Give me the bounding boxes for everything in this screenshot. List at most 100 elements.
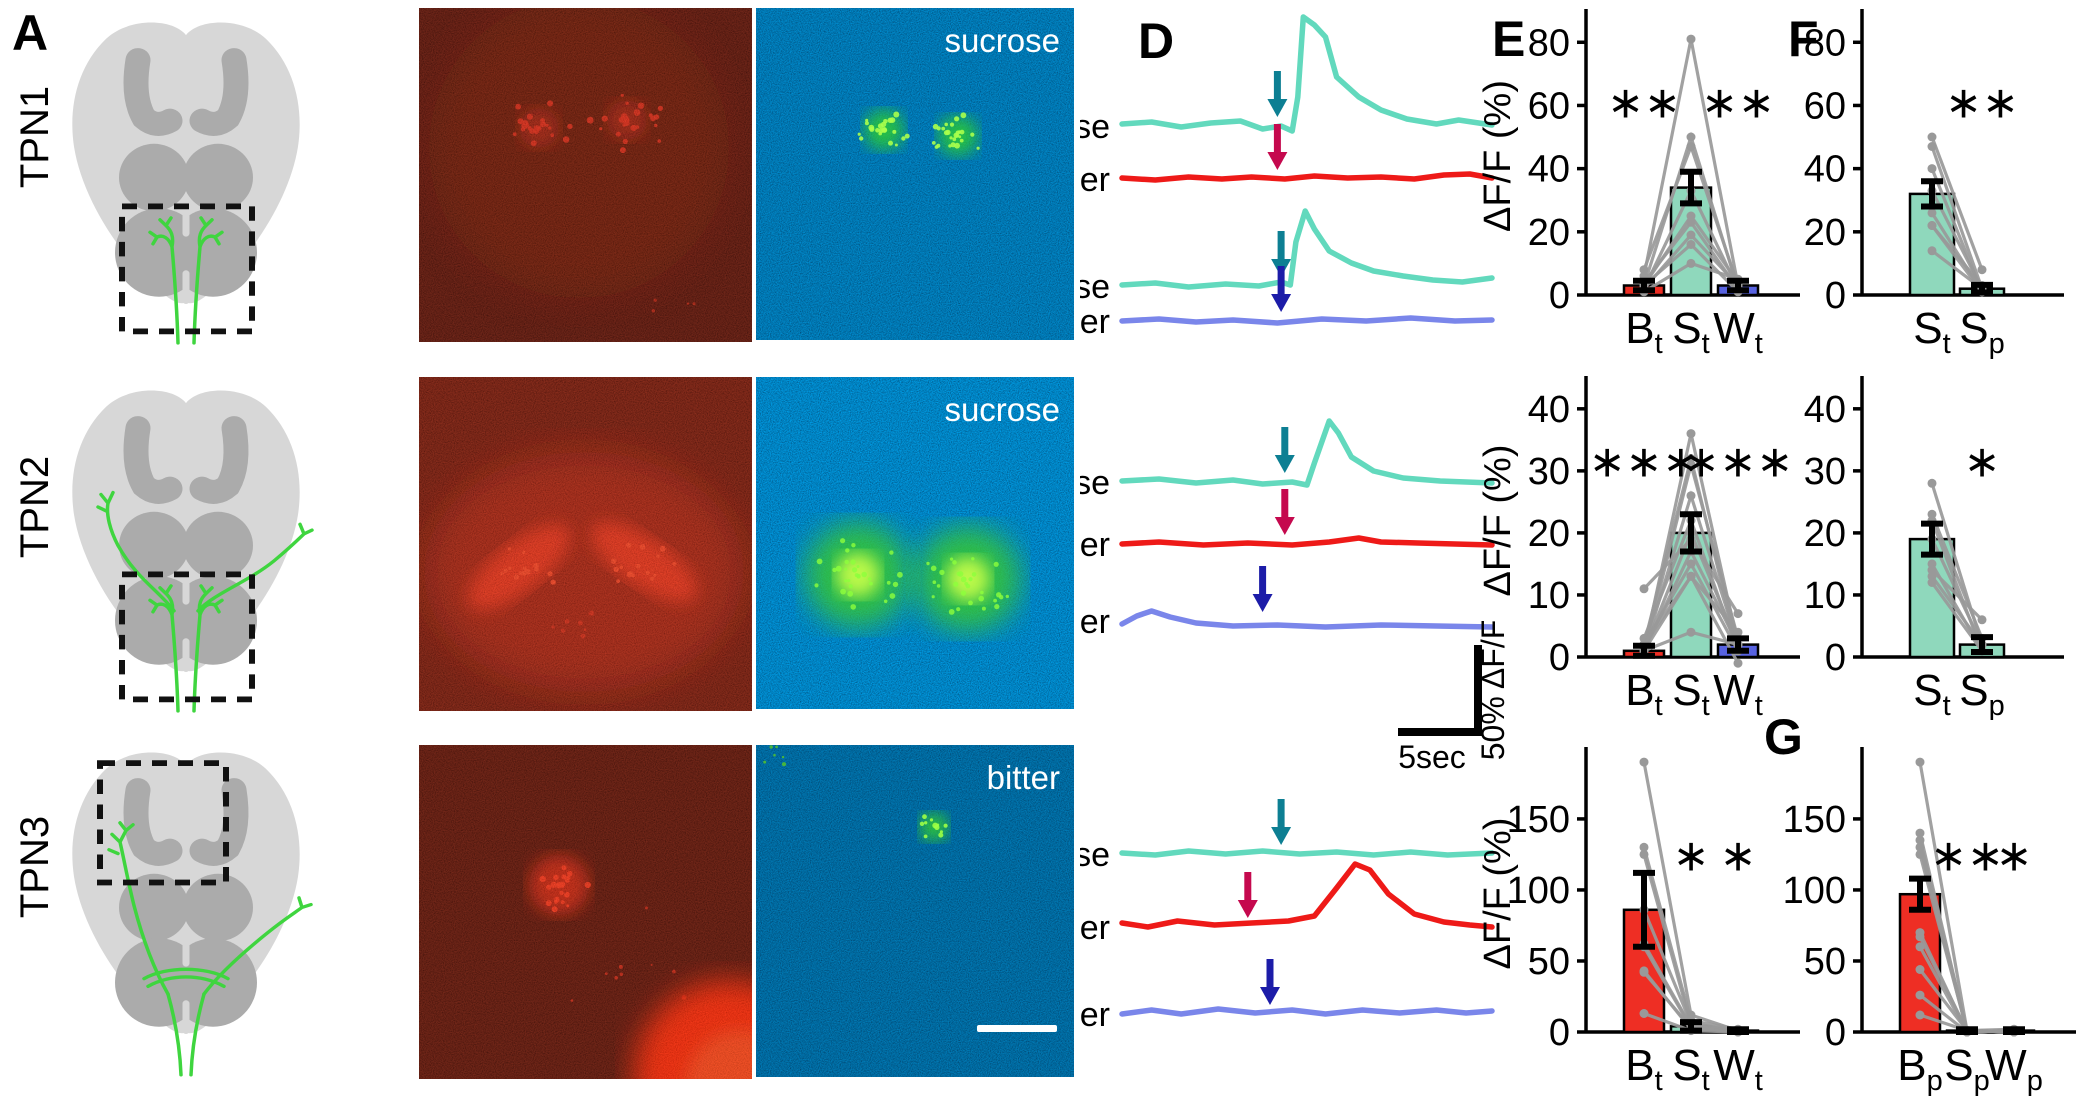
data-point	[1915, 835, 1925, 845]
trace-label: water	[1080, 303, 1110, 341]
data-point	[1686, 460, 1696, 470]
data-point	[1733, 658, 1743, 668]
panel-label-a: A	[12, 5, 49, 61]
trace-water	[1119, 1006, 1495, 1017]
calcium-image-tpn1	[756, 8, 1074, 340]
trace-label: bitter	[1080, 161, 1110, 199]
gcamp-image	[756, 377, 1074, 709]
brain-schematic-tpn1	[56, 12, 316, 368]
x-category-label: Bt	[1625, 1041, 1662, 1097]
y-tick-label: 0	[1549, 1012, 1570, 1054]
y-tick-label: 150	[1507, 799, 1570, 841]
x-category-label: Bp	[1897, 1041, 1943, 1097]
y-tick-label: 60	[1804, 85, 1846, 127]
x-category-label: Sp	[1959, 666, 2005, 720]
y-axis-label: ΔF/F (%)	[1480, 444, 1519, 596]
roi-box	[97, 760, 229, 886]
bar-chart-g-tpn3: 0 50 100 150 ∗∗ ∗ Bp Sp Wp	[1778, 733, 2079, 1098]
data-point	[1927, 578, 1937, 587]
data-point	[1915, 757, 1925, 767]
panel-label-f: F	[1788, 11, 1819, 67]
paired-data-line	[1930, 136, 1984, 271]
data-point	[1927, 142, 1937, 151]
bar-chart-e-tpn3: 0 50 100 150 ΔF/F (%) ∗ ∗ Bt St Wt	[1480, 733, 1820, 1098]
data-point	[1639, 1009, 1649, 1018]
antennal-lobe-left-icon	[119, 143, 189, 212]
y-tick-label: 40	[1528, 389, 1570, 431]
y-tick-label: 150	[1783, 799, 1846, 841]
row-label-tpn3: TPN3	[13, 815, 57, 919]
row-label-tpn1: TPN1	[13, 85, 57, 189]
x-category-label: Bt	[1625, 666, 1662, 720]
trace-sucrose	[1119, 208, 1495, 290]
mushroom-body-left-icon	[123, 778, 183, 866]
data-point	[1915, 849, 1925, 859]
data-point	[1686, 258, 1696, 268]
y-tick-label: 10	[1804, 575, 1846, 617]
y-tick-label: 80	[1528, 22, 1570, 64]
y-tick-label: 40	[1804, 149, 1846, 191]
data-point	[1639, 849, 1649, 859]
data-point	[1927, 208, 1937, 218]
data-point	[1639, 757, 1649, 767]
roi-box	[119, 571, 255, 703]
antennal-lobe-right-icon	[183, 873, 253, 942]
trace-bitter	[1119, 535, 1495, 548]
gcamp-image	[756, 745, 1074, 1077]
data-point	[1927, 478, 1937, 488]
data-point	[1927, 132, 1937, 142]
trace-label: bitter	[1080, 526, 1110, 564]
stimulus-tag-row3: bitter	[986, 759, 1060, 796]
data-point	[1686, 240, 1696, 249]
data-point	[1686, 491, 1696, 501]
trace-label: sucrose	[1080, 268, 1110, 306]
error-bar	[1909, 875, 1931, 913]
trace-water	[1119, 608, 1495, 630]
stimulus-arrow-bitter-icon	[1237, 872, 1258, 918]
data-point	[1927, 571, 1937, 581]
neuron-tpn2	[96, 490, 314, 713]
row-label-tpn2: TPN2	[13, 455, 57, 559]
x-category-label: St	[1672, 666, 1709, 720]
y-tick-label: 20	[1804, 513, 1846, 555]
trace-water	[1119, 315, 1495, 326]
error-bar	[1633, 869, 1655, 950]
mushroom-body-left-icon	[123, 48, 183, 136]
data-point	[1915, 942, 1925, 952]
roi-box	[119, 203, 255, 335]
y-tick-label: 30	[1804, 451, 1846, 493]
y-tick-label: 100	[1507, 870, 1570, 912]
error-bar	[1921, 178, 1943, 210]
error-bar	[1727, 277, 1749, 294]
x-category-label: Wt	[1713, 666, 1763, 720]
svg-text:5sec: 5sec	[1398, 739, 1466, 775]
red-channel-image	[419, 745, 752, 1079]
stimulus-arrow-bitter-icon	[1267, 124, 1288, 170]
significance-stars: ∗∗	[1945, 79, 2019, 128]
sez-right-icon	[169, 576, 257, 665]
fluorescence-image-red-tpn3	[419, 745, 752, 1079]
data-point	[1915, 990, 1925, 1000]
significance-stars: ∗	[1964, 438, 2001, 487]
x-category-label: St	[1672, 1041, 1709, 1097]
significance-stars: ∗∗	[1607, 79, 1681, 128]
error-bar	[1727, 1026, 1749, 1035]
stimulus-arrow-sucrose-icon	[1271, 799, 1292, 845]
stimulus-tag-row1: sucrose	[944, 22, 1060, 59]
calcium-image-tpn2	[756, 377, 1074, 709]
neuron-tpn3	[107, 821, 313, 1077]
mushroom-body-left-icon	[123, 416, 183, 504]
data-point	[1686, 571, 1696, 581]
data-point	[1686, 429, 1696, 439]
fluorescence-image-red-tpn1	[419, 8, 752, 342]
error-bar	[1727, 635, 1749, 654]
stimulus-arrow-water-icon	[1252, 566, 1273, 612]
x-category-label: St	[1913, 304, 1950, 360]
stimulus-arrow-bitter-icon	[1274, 489, 1295, 535]
sez-right-icon	[169, 208, 257, 297]
antennal-lobe-right-icon	[183, 143, 253, 212]
